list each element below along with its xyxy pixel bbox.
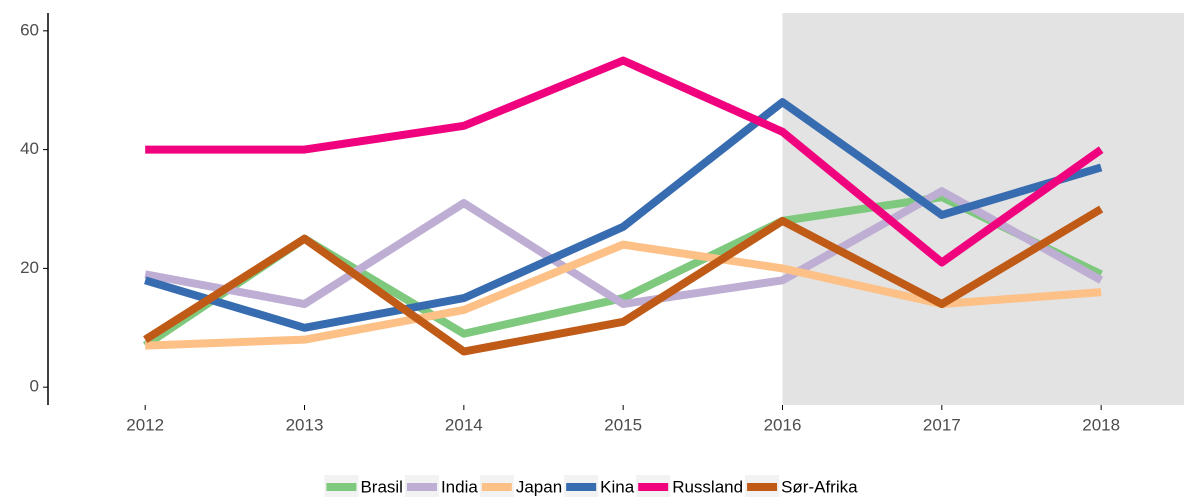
series-line — [144, 187, 1104, 309]
series-line — [145, 56, 1104, 267]
x-tick-label: 2014 — [445, 415, 483, 434]
y-tick-label: 0 — [30, 377, 39, 396]
x-tick-label: 2012 — [126, 415, 164, 434]
x-tick-label: 2013 — [286, 415, 324, 434]
y-tick-label: 60 — [20, 20, 39, 39]
legend-label: India — [441, 477, 478, 496]
y-tick-label: 40 — [20, 139, 39, 158]
series-line — [143, 205, 1104, 356]
series-line — [144, 98, 1103, 332]
x-tick-label: 2018 — [1082, 415, 1120, 434]
y-tick-label: 20 — [20, 258, 39, 277]
legend-label: Russland — [672, 477, 743, 496]
x-tick-label: 2017 — [923, 415, 961, 434]
x-tick-label: 2015 — [604, 415, 642, 434]
legend-label: Brasil — [360, 477, 403, 496]
x-tick-label: 2016 — [764, 415, 802, 434]
legend-label: Sør-Afrika — [781, 477, 858, 496]
legend-label: Kina — [600, 477, 635, 496]
legend-label: Japan — [516, 477, 562, 496]
